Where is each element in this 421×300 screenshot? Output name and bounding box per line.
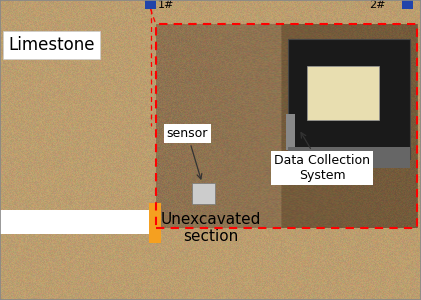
Bar: [402, 0, 413, 9]
Text: Data Collection
System: Data Collection System: [274, 133, 370, 182]
Text: Unexcavated
section: Unexcavated section: [160, 212, 261, 244]
Text: 2#: 2#: [369, 0, 385, 10]
Bar: [0, 210, 160, 234]
Text: Limestone: Limestone: [8, 36, 95, 54]
Bar: [149, 202, 161, 243]
Bar: [307, 66, 379, 120]
Bar: [156, 24, 281, 228]
Bar: [145, 0, 156, 9]
Bar: [156, 24, 417, 228]
Text: sensor: sensor: [167, 127, 208, 179]
Bar: [286, 114, 295, 150]
Text: 1#: 1#: [158, 0, 174, 10]
Bar: [288, 147, 410, 168]
Bar: [281, 24, 417, 228]
Bar: [192, 183, 215, 204]
Bar: [288, 39, 410, 159]
